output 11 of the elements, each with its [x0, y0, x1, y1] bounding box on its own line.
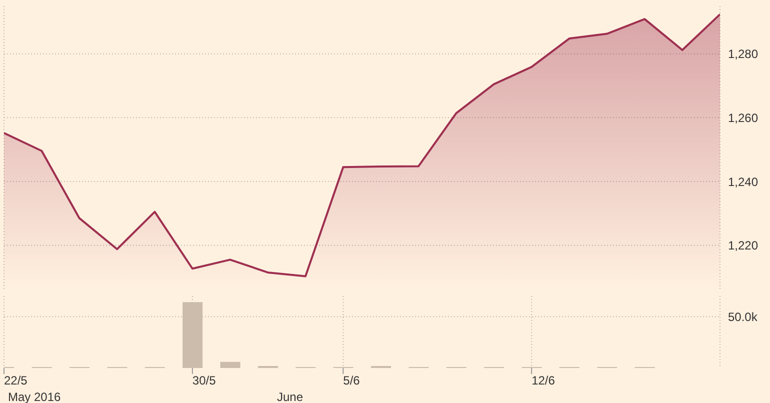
y-tick-label: 1,260 — [728, 110, 758, 125]
text: June — [277, 390, 304, 403]
y-tick-label: 1,240 — [728, 174, 758, 189]
y-tick-label: 50.0k — [728, 310, 758, 324]
x-tick-label: 30/5 — [192, 374, 216, 388]
bar — [220, 362, 240, 368]
x-tick-label: 12/6 — [532, 374, 556, 388]
x-tick-label: 5/6 — [343, 374, 360, 388]
y-tick-label: 1,220 — [728, 238, 758, 253]
y-tick-label: 1,280 — [728, 47, 758, 62]
x-tick-label: 22/5 — [4, 374, 28, 388]
